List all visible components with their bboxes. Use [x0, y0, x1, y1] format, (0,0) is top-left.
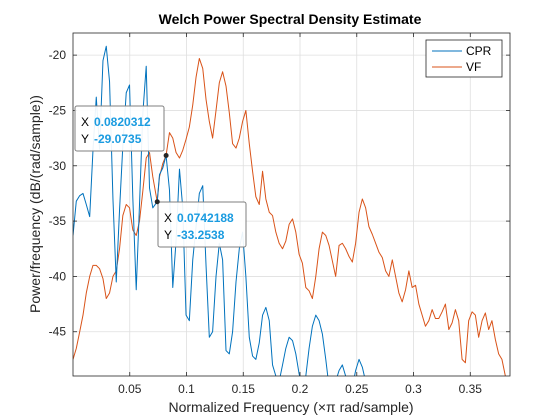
y-axis-ticks: -45 -40 -35 -30 -25 -20 [49, 48, 510, 339]
y-tick-label: -20 [49, 48, 67, 62]
series-line-vf [73, 57, 506, 376]
series-line-cpr [73, 45, 365, 376]
axes-box [72, 32, 511, 377]
legend-box [425, 39, 503, 78]
datatip-1-x-label: X [81, 115, 89, 129]
datatips[interactable]: X 0.0820312 Y -29.0735 X 0.0742188 Y -33… [74, 105, 247, 248]
legend[interactable]: CPR VF [425, 39, 503, 78]
y-axis-label: Power/frequency (dB/(rad/sample)) [27, 95, 43, 313]
datatip-2-marker[interactable] [154, 199, 160, 205]
x-tick-label: 0.35 [459, 382, 483, 396]
y-tick-label: -25 [49, 103, 67, 117]
y-tick-label: -35 [49, 214, 67, 228]
datatip-2-y-value: -33.2538 [177, 228, 225, 242]
datatip-2-x-value: 0.0742188 [177, 211, 234, 225]
x-axis-ticks: 0.05 0.1 0.15 0.2 0.25 0.3 0.35 [118, 33, 482, 396]
datatip-1-y-label: Y [81, 132, 89, 146]
series-layer [73, 45, 506, 376]
x-tick-label: 0.1 [178, 382, 195, 396]
legend-label-cpr: CPR [466, 44, 492, 58]
x-tick-label: 0.15 [232, 382, 256, 396]
datatip-1-x-value: 0.0820312 [94, 115, 151, 129]
x-tick-label: 0.2 [292, 382, 309, 396]
x-tick-label: 0.05 [118, 382, 142, 396]
y-tick-label: -30 [49, 159, 67, 173]
axes-background [73, 33, 510, 376]
datatip-1[interactable]: X 0.0820312 Y -29.0735 [74, 105, 169, 159]
y-tick-label: -40 [49, 269, 67, 283]
datatip-2[interactable]: X 0.0742188 Y -33.2538 [154, 199, 247, 248]
datatip-1-box [74, 105, 165, 152]
x-axis-label: Normalized Frequency (×π rad/sample) [168, 399, 413, 415]
datatip-1-y-value: -29.0735 [94, 132, 142, 146]
legend-label-vf: VF [466, 60, 481, 74]
chart-title: Welch Power Spectral Density Estimate [159, 11, 422, 27]
datatip-1-marker[interactable] [163, 153, 169, 159]
y-tick-label: -45 [49, 325, 67, 339]
datatip-2-box [157, 201, 247, 248]
datatip-2-y-label: Y [164, 228, 172, 242]
x-tick-label: 0.3 [405, 382, 422, 396]
x-tick-label: 0.25 [345, 382, 369, 396]
datatip-2-x-label: X [164, 211, 172, 225]
plot-area[interactable]: 0.05 0.1 0.15 0.2 0.25 0.3 0.35 -45 -40 -35 -30 -2… [49, 32, 512, 396]
